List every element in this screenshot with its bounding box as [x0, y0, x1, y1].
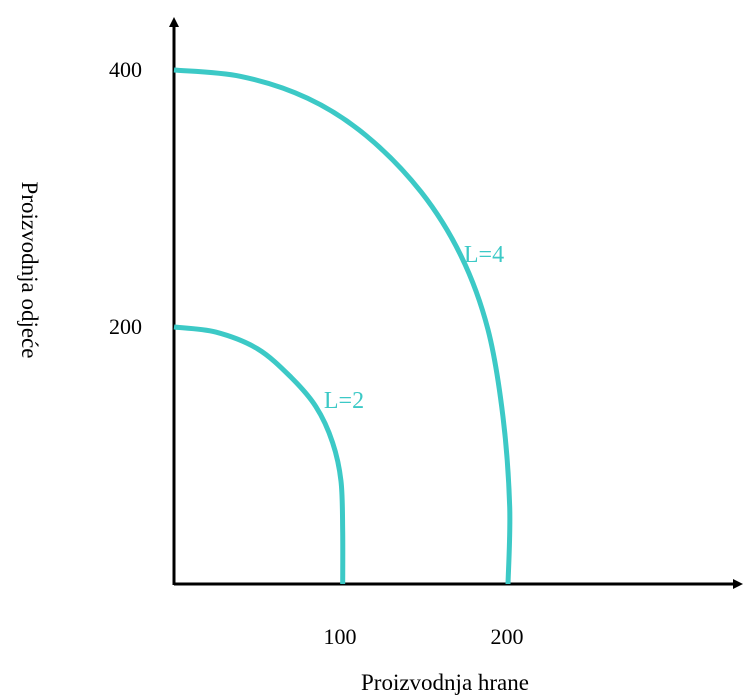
y-tick-label: 200: [109, 314, 142, 339]
x-axis-title: Proizvodnja hrane: [361, 670, 529, 695]
series-layer: [173, 67, 513, 585]
curve-labels-layer: L=2 L=4: [324, 242, 504, 414]
y-axis-title: Proizvodnja odjeće: [17, 182, 42, 359]
curve-l-4: [173, 67, 513, 585]
curve-label-l-2: L=2: [324, 388, 364, 414]
ticks-layer: 100 200 200 400: [109, 57, 524, 649]
curve-l-2: [173, 324, 346, 585]
curve-label-l-4: L=4: [464, 242, 504, 268]
x-tick-label: 200: [491, 624, 524, 649]
x-tick-label: 100: [324, 624, 357, 649]
y-tick-label: 400: [109, 57, 142, 82]
